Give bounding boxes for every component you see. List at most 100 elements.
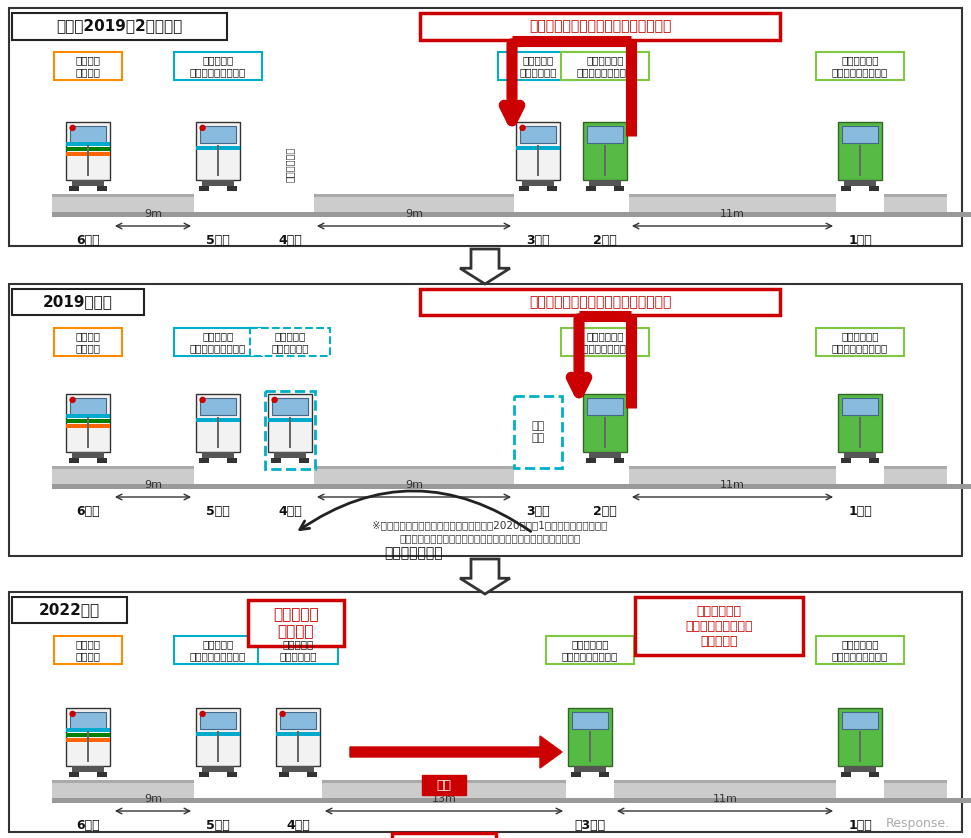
Bar — [66, 738, 110, 742]
Text: 1番線: 1番線 — [848, 504, 872, 518]
Bar — [52, 780, 194, 798]
Circle shape — [200, 397, 205, 402]
Text: 11m: 11m — [713, 794, 737, 804]
Text: 4番線: 4番線 — [278, 504, 302, 518]
Bar — [522, 180, 554, 186]
Text: 京浜東北線
（横浜・大船方面）: 京浜東北線 （横浜・大船方面） — [190, 639, 246, 661]
Bar — [72, 766, 104, 772]
Bar — [844, 766, 876, 772]
Bar — [174, 328, 262, 356]
Text: 9m: 9m — [144, 794, 162, 804]
Bar — [276, 732, 320, 737]
Text: 6番線: 6番線 — [76, 819, 100, 831]
Text: Response.: Response. — [886, 817, 950, 830]
Bar — [884, 194, 947, 212]
Bar — [859, 732, 861, 762]
Text: 拡幅: 拡幅 — [437, 779, 452, 792]
Bar — [196, 418, 240, 422]
Bar — [227, 458, 237, 463]
Bar — [268, 418, 312, 422]
Bar — [174, 52, 262, 80]
Bar — [273, 398, 308, 416]
Bar — [227, 186, 237, 191]
Text: 山手線内回り
（東京・上野方面）
専用ホーム: 山手線内回り （東京・上野方面） 専用ホーム — [686, 604, 753, 648]
Bar — [97, 186, 107, 191]
Bar — [227, 772, 237, 777]
Bar — [52, 466, 194, 469]
Bar — [69, 186, 79, 191]
Bar — [66, 424, 110, 428]
Text: ※京浜東北線（大宮方面）のホームドアは2020年度第1四半期までに整備予定: ※京浜東北線（大宮方面）のホームドアは2020年度第1四半期までに整備予定 — [372, 520, 608, 530]
Bar — [52, 798, 971, 803]
Bar — [586, 186, 596, 191]
Text: 1番線: 1番線 — [848, 234, 872, 246]
Bar — [604, 417, 606, 448]
Bar — [614, 780, 836, 798]
Bar — [884, 194, 947, 197]
Circle shape — [70, 126, 75, 131]
Bar — [635, 597, 803, 655]
Bar — [574, 766, 606, 772]
Text: 1番線: 1番線 — [848, 819, 872, 831]
Text: 山手線外回り
（渋谷・新宿方面）: 山手線外回り （渋谷・新宿方面） — [562, 639, 619, 661]
Text: 東海道線
（上り）: 東海道線 （上り） — [76, 55, 101, 77]
Bar — [97, 772, 107, 777]
Bar — [52, 466, 194, 484]
Bar — [844, 180, 876, 186]
Bar — [869, 772, 879, 777]
Text: 6番線: 6番線 — [76, 504, 100, 518]
Bar — [420, 289, 780, 315]
Bar — [200, 712, 236, 729]
Bar — [843, 398, 878, 416]
Text: 3番線: 3番線 — [526, 504, 550, 518]
Text: 9m: 9m — [405, 480, 423, 490]
Bar — [587, 398, 622, 416]
Bar — [322, 780, 566, 798]
Bar — [589, 732, 590, 762]
Bar — [12, 289, 144, 315]
Bar — [52, 780, 194, 783]
Bar — [604, 145, 606, 176]
Text: 山手線外回り
（渋谷・新宿方面）: 山手線外回り （渋谷・新宿方面） — [577, 331, 633, 353]
Bar — [629, 194, 836, 212]
Bar — [66, 733, 110, 737]
Bar — [66, 142, 110, 146]
Bar — [841, 458, 851, 463]
Bar — [884, 466, 947, 484]
Bar — [514, 396, 562, 468]
Bar — [258, 636, 338, 664]
Bar — [614, 780, 836, 783]
Bar — [87, 145, 88, 176]
Text: 2番線: 2番線 — [593, 234, 617, 246]
Bar — [322, 780, 566, 783]
Bar — [202, 452, 234, 458]
Bar — [297, 732, 299, 762]
Text: 11m: 11m — [720, 209, 745, 219]
Text: 現在（2019年2月現在）: 現在（2019年2月現在） — [56, 18, 183, 34]
Text: 5番線: 5番線 — [206, 819, 230, 831]
Bar — [71, 126, 106, 143]
Bar — [66, 727, 110, 732]
Text: 山手線内回り
（東京・上野方面）: 山手線内回り （東京・上野方面） — [832, 331, 888, 353]
Text: （使用停止）: （使用停止） — [285, 147, 295, 182]
Circle shape — [280, 711, 285, 716]
Text: 4番線: 4番線 — [278, 234, 302, 246]
Bar — [583, 122, 627, 180]
Bar — [200, 398, 236, 416]
Bar — [583, 394, 627, 452]
Bar — [498, 52, 578, 80]
Bar — [561, 328, 649, 356]
Bar — [69, 772, 79, 777]
Text: 停車番線の変更: 停車番線の変更 — [385, 546, 444, 560]
Bar — [420, 13, 780, 40]
Bar — [72, 180, 104, 186]
Text: 山手線外回り
（渋谷・新宿方面）: 山手線外回り （渋谷・新宿方面） — [577, 55, 633, 77]
Bar — [66, 414, 110, 418]
Bar — [838, 122, 882, 180]
Text: 9m: 9m — [405, 209, 423, 219]
Bar — [202, 180, 234, 186]
Bar — [66, 708, 110, 766]
Text: 2番線: 2番線 — [593, 504, 617, 518]
Bar — [9, 592, 962, 832]
Bar — [69, 458, 79, 463]
